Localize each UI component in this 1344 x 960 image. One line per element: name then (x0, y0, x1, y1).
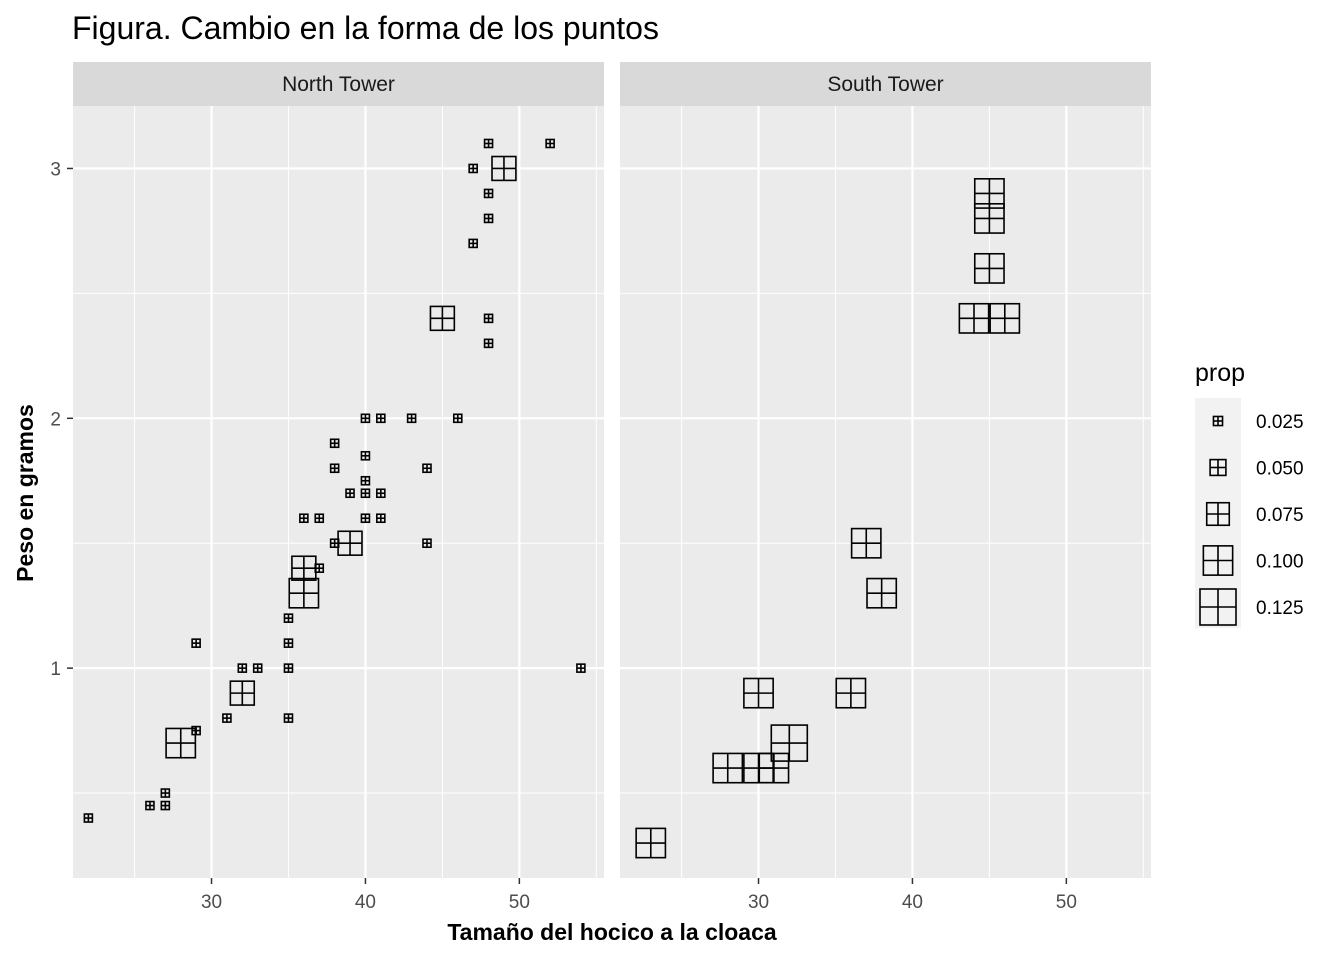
data-point (229, 680, 256, 706)
data-point (222, 713, 232, 723)
data-point (483, 338, 494, 349)
y-axis-title: Peso en gramos (12, 404, 38, 582)
legend-key (1202, 545, 1234, 576)
panel-background (73, 106, 604, 878)
data-point (422, 538, 432, 549)
data-point (468, 238, 478, 249)
data-point (743, 677, 774, 709)
facet-panels: North Tower 30 40 50 1 2 3 South Tower 30 40 50 (50, 62, 1151, 913)
data-point (160, 788, 171, 798)
data-point (314, 513, 325, 524)
data-point (283, 613, 294, 623)
data-point (422, 463, 432, 474)
data-point (545, 138, 555, 149)
y-tick-label: 2 (50, 409, 61, 430)
legend-title: prop (1195, 359, 1245, 387)
data-point (299, 513, 309, 524)
data-point (283, 638, 294, 648)
data-point (406, 413, 417, 424)
legend-key (1212, 415, 1224, 427)
legend: prop 0.025 0.050 0.075 0.100 0.125 (1195, 359, 1304, 628)
data-point (483, 313, 494, 324)
data-point (491, 155, 517, 182)
x-tick-label: 50 (509, 892, 530, 913)
data-points (83, 138, 586, 823)
data-point (958, 302, 990, 334)
data-point (252, 663, 263, 673)
data-point (360, 513, 371, 524)
data-point (337, 530, 363, 556)
data-point (989, 302, 1021, 334)
y-tick-label: 1 (50, 659, 61, 680)
x-tick-label: 30 (748, 892, 769, 913)
data-point (635, 827, 667, 859)
data-points (635, 178, 1021, 859)
data-point (376, 488, 386, 499)
data-point (360, 475, 371, 486)
data-point (483, 138, 494, 149)
data-point (850, 527, 882, 559)
data-point (483, 188, 494, 199)
facet-strip (620, 62, 1151, 106)
facet-panel: North Tower 30 40 50 1 2 3 (50, 62, 604, 913)
legend-key (1199, 588, 1237, 626)
data-point (360, 413, 371, 424)
data-point (288, 577, 320, 609)
x-axis-title: Tamaño del hocico a la cloaca (447, 919, 777, 945)
data-point (483, 213, 494, 224)
facet-strip-label: North Tower (282, 73, 395, 96)
data-point (360, 488, 371, 499)
data-point (866, 577, 898, 609)
legend-label: 0.025 (1256, 412, 1304, 433)
x-tick-label: 40 (902, 892, 923, 913)
data-point (329, 463, 340, 474)
panel-background (620, 106, 1151, 878)
data-point (165, 727, 197, 759)
facet-panel: South Tower 30 40 50 (620, 62, 1151, 913)
data-point (468, 163, 478, 174)
data-point (452, 413, 463, 424)
chart-title: Figura. Cambio en la forma de los puntos (72, 10, 659, 46)
x-tick-label: 40 (355, 892, 376, 913)
data-point (712, 752, 744, 784)
legend-label: 0.075 (1256, 505, 1304, 526)
data-point (83, 813, 94, 823)
data-point (345, 488, 355, 499)
legend-label: 0.050 (1256, 459, 1304, 480)
legend-key (1209, 458, 1227, 477)
y-tick-label: 3 (50, 159, 61, 180)
data-point (758, 752, 790, 784)
facet-strip-label: South Tower (827, 73, 943, 96)
data-point (835, 677, 867, 709)
data-point (429, 305, 456, 332)
data-point (329, 438, 340, 449)
data-point (283, 713, 294, 723)
data-point (145, 800, 155, 811)
data-point (376, 413, 386, 424)
data-point (283, 663, 294, 673)
legend-key (1205, 501, 1231, 527)
data-point (191, 638, 201, 648)
data-point (160, 800, 171, 811)
legend-label: 0.125 (1256, 598, 1304, 619)
legend-label: 0.100 (1256, 552, 1304, 573)
data-point (237, 663, 248, 673)
data-point (314, 563, 325, 574)
data-point (973, 202, 1005, 234)
data-point (576, 663, 586, 673)
data-point (360, 450, 371, 461)
x-tick-label: 50 (1056, 892, 1077, 913)
data-point (973, 252, 1005, 284)
facet-strip (73, 62, 604, 106)
x-tick-label: 30 (201, 892, 222, 913)
data-point (376, 513, 386, 524)
